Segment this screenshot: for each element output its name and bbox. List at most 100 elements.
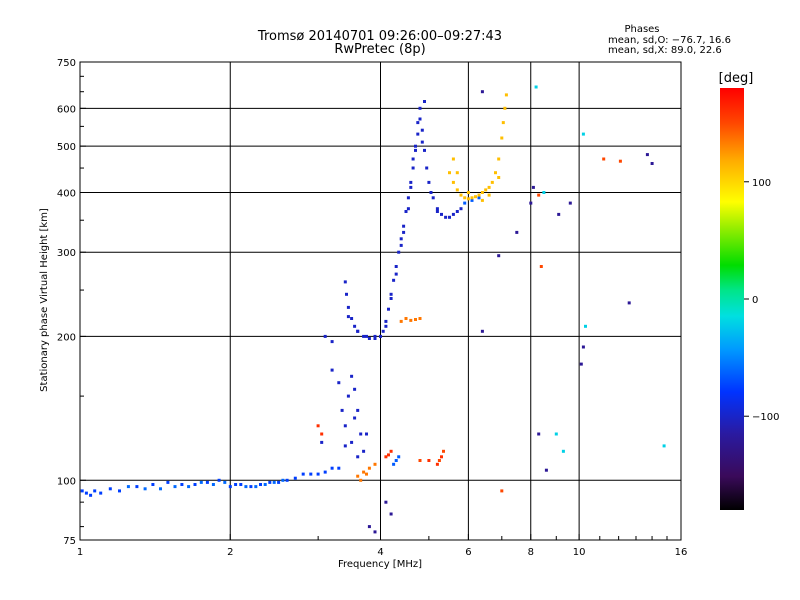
chart-subtitle: RwPretec (8p) (334, 42, 425, 57)
chart-title: Tromsø 20140701 09:26:00–09:27:43 (257, 29, 502, 44)
data-point (420, 128, 424, 132)
data-point (254, 485, 258, 489)
data-point (343, 424, 347, 428)
data-point (180, 483, 184, 486)
data-point (531, 185, 535, 189)
y-tick-label: 500 (57, 142, 76, 153)
data-point (173, 485, 177, 489)
data-point (108, 487, 112, 491)
data-point (406, 196, 410, 200)
y-tick-labels: 75 100 200 300 400 500 600 750 (57, 58, 86, 547)
grid-lines (80, 62, 681, 540)
data-point (442, 449, 445, 453)
data-point (487, 185, 491, 189)
data-point (346, 315, 350, 319)
data-point (356, 474, 360, 478)
data-point (435, 462, 439, 466)
data-point (356, 408, 360, 412)
data-point (259, 483, 262, 486)
data-point (411, 157, 415, 161)
x-axis-label: Frequency [MHz] (338, 559, 422, 570)
data-point (80, 489, 84, 493)
y-tick-label: 400 (57, 188, 76, 199)
data-point (440, 212, 443, 216)
data-point (356, 455, 360, 459)
data-point (353, 416, 357, 420)
x-tick-label: 16 (675, 547, 688, 558)
data-point (435, 207, 439, 211)
data-point (135, 485, 139, 489)
data-point (345, 292, 348, 296)
data-point (418, 117, 422, 121)
y-tick-label: 750 (57, 58, 76, 69)
data-point (650, 162, 654, 165)
x-tick-label: 4 (377, 547, 383, 558)
x-tick-label: 1 (77, 547, 83, 558)
data-point (99, 491, 103, 495)
data-point (249, 485, 253, 489)
data-point (627, 301, 631, 305)
data-point (490, 180, 494, 184)
data-point (581, 345, 585, 349)
x-tick-labels: 1 2 4 6 8 10 16 (77, 534, 688, 558)
data-point (406, 207, 410, 211)
data-point (362, 449, 366, 453)
data-point (211, 483, 215, 486)
y-tick-label: 300 (57, 248, 76, 259)
data-point (416, 132, 420, 136)
data-point (463, 196, 467, 200)
data-point (402, 230, 406, 234)
data-point (645, 153, 649, 157)
data-point (466, 191, 470, 194)
stats-x-line: mean, sd,X: 89.0, 22.6 (608, 45, 722, 56)
data-point (367, 337, 371, 340)
data-point (480, 329, 484, 333)
data-point (399, 319, 403, 323)
data-point (581, 132, 585, 136)
data-point (387, 307, 390, 311)
data-point (459, 207, 463, 211)
data-point (451, 212, 455, 216)
data-point (359, 478, 363, 482)
data-point (414, 144, 417, 148)
data-point (418, 459, 422, 462)
data-point (504, 93, 508, 97)
data-point (367, 525, 371, 529)
data-point (151, 483, 155, 486)
y-tick-label: 75 (63, 536, 76, 547)
data-point (529, 201, 533, 205)
data-point (420, 140, 424, 144)
data-point (451, 157, 455, 161)
data-point (418, 317, 422, 320)
data-point (234, 483, 238, 486)
data-point (480, 191, 484, 194)
data-point (217, 478, 221, 482)
data-point (205, 480, 209, 484)
data-point (350, 317, 354, 320)
data-point (316, 424, 320, 428)
data-point (455, 188, 459, 192)
data-point (373, 462, 377, 466)
data-point (579, 362, 583, 366)
data-point (394, 459, 398, 462)
data-point (389, 297, 393, 300)
data-point (277, 480, 281, 484)
data-point (448, 171, 451, 175)
colorbar-ticks: 100 0 −100 (744, 178, 779, 423)
data-point (392, 462, 396, 466)
data-point (404, 317, 408, 320)
data-point (459, 193, 463, 197)
data-point (350, 374, 354, 378)
data-point (501, 121, 505, 125)
data-point (89, 493, 93, 497)
data-point (392, 278, 396, 282)
data-point (544, 468, 548, 472)
data-point (397, 455, 401, 459)
data-point (416, 121, 420, 125)
data-point (320, 440, 324, 444)
data-point (384, 324, 388, 328)
data-point (384, 319, 388, 323)
data-point (365, 432, 368, 436)
data-point (323, 334, 327, 338)
